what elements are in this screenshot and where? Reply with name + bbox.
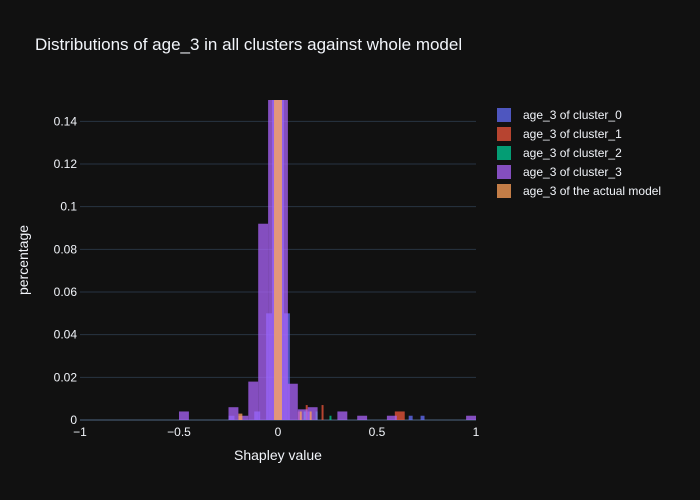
- histogram-bar: [337, 411, 348, 420]
- histogram-bar: [299, 411, 302, 420]
- y-tick-label: 0.1: [60, 200, 77, 214]
- y-tick-label: 0.04: [54, 328, 78, 342]
- histogram-bar: [238, 413, 243, 420]
- x-axis-ticks: −1 −0.5 0 0.5 1: [73, 425, 480, 439]
- legend-label: age_3 of cluster_2: [523, 146, 622, 160]
- histogram-bar: [274, 100, 278, 420]
- histogram-bar: [466, 415, 476, 420]
- histogram-bar: [278, 100, 288, 420]
- y-tick-label: 0.02: [54, 370, 78, 384]
- legend-swatch: [497, 165, 511, 179]
- y-axis-title: percentage: [15, 225, 31, 295]
- series-3: [179, 100, 476, 420]
- y-tick-label: 0: [70, 413, 77, 427]
- bars: [179, 100, 476, 420]
- histogram-bar: [258, 223, 269, 420]
- legend-item[interactable]: age_3 of cluster_2: [497, 146, 622, 160]
- series-4: [238, 100, 312, 420]
- y-tick-label: 0.14: [54, 114, 78, 128]
- histogram-bar: [309, 411, 312, 420]
- legend-label: age_3 of cluster_0: [523, 108, 622, 122]
- histogram-bar: [357, 415, 368, 420]
- chart-title: Distributions of age_3 in all clusters a…: [35, 35, 462, 54]
- histogram-bar: [278, 100, 282, 420]
- legend-item[interactable]: age_3 of cluster_1: [497, 127, 622, 141]
- histogram-bar: [248, 381, 259, 420]
- histogram-bar: [408, 415, 413, 420]
- histogram-bar: [228, 407, 239, 420]
- legend-swatch: [497, 108, 511, 122]
- histogram-bar: [329, 415, 332, 420]
- y-tick-label: 0.08: [54, 242, 78, 256]
- legend-label: age_3 of cluster_1: [523, 127, 622, 141]
- legend-swatch: [497, 184, 511, 198]
- histogram-bar: [321, 405, 324, 420]
- y-tick-label: 0.12: [54, 157, 78, 171]
- legend-item[interactable]: age_3 of cluster_0: [497, 108, 622, 122]
- x-tick-label: 0: [275, 425, 282, 439]
- histogram-bar: [238, 415, 249, 420]
- histogram-bar: [287, 383, 298, 420]
- histogram-bar: [297, 409, 308, 420]
- histogram-bar: [394, 411, 405, 420]
- histogram-bar: [268, 100, 278, 420]
- legend-label: age_3 of cluster_3: [523, 165, 622, 179]
- y-tick-label: 0.06: [54, 285, 78, 299]
- x-tick-label: 0.5: [369, 425, 386, 439]
- x-tick-label: 1: [473, 425, 480, 439]
- histogram-bar: [386, 415, 397, 420]
- legend-item[interactable]: age_3 of cluster_3: [497, 165, 622, 179]
- legend-swatch: [497, 127, 511, 141]
- legend[interactable]: age_3 of cluster_0 age_3 of cluster_1 age_…: [497, 108, 661, 198]
- y-axis-ticks: 0 0.02 0.04 0.06 0.08 0.1 0.12 0.14: [54, 114, 78, 427]
- x-tick-label: −1: [73, 425, 87, 439]
- histogram-bar: [307, 407, 318, 420]
- histogram-bar: [420, 415, 425, 420]
- series-0: [228, 100, 425, 420]
- legend-swatch: [497, 146, 511, 160]
- histogram-bar: [179, 411, 189, 420]
- legend-item[interactable]: age_3 of the actual model: [497, 184, 661, 198]
- legend-label: age_3 of the actual model: [523, 184, 661, 198]
- x-axis-title: Shapley value: [234, 447, 322, 463]
- x-tick-label: −0.5: [167, 425, 191, 439]
- series-1: [274, 100, 405, 420]
